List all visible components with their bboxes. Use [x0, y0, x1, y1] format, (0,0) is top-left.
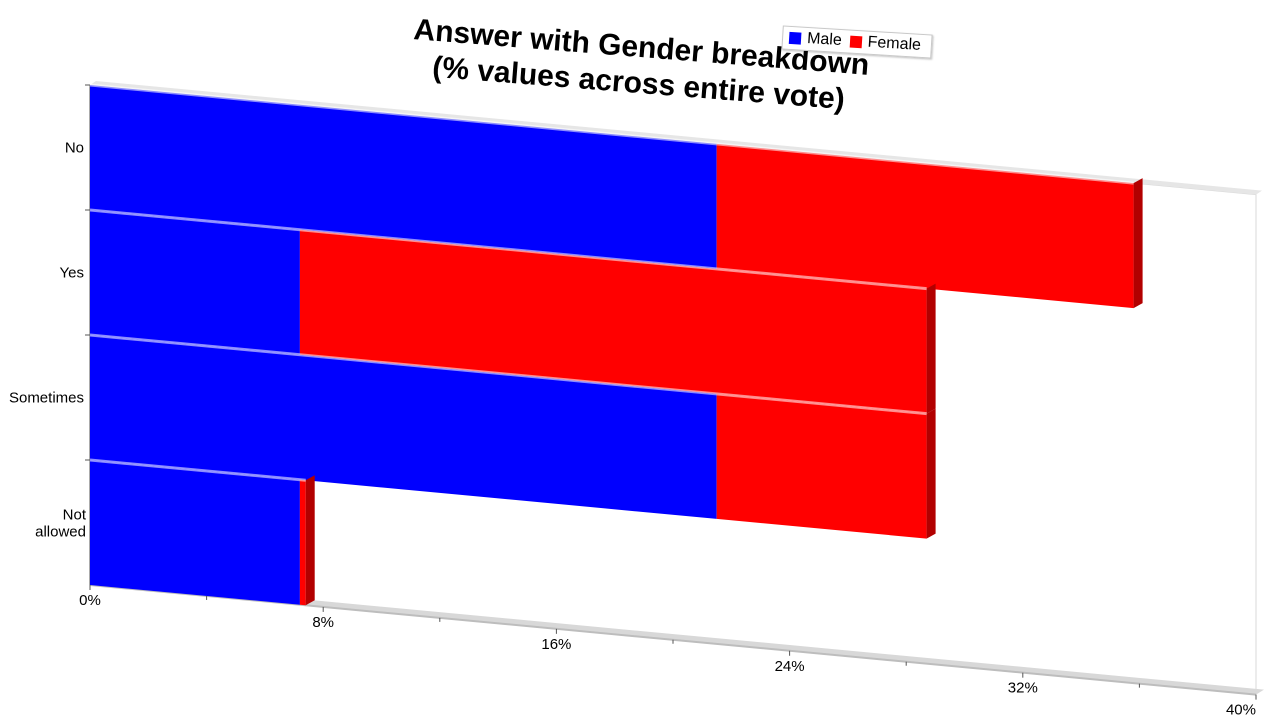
axis-floor: [90, 580, 1264, 695]
y-tick-label-not-allowed: Not allowed: [35, 507, 87, 541]
bar-male-no: [90, 85, 717, 269]
bar-female-no: [716, 143, 1134, 309]
bar-male-sometimes: [90, 335, 717, 519]
legend-label-male: Male: [806, 29, 843, 50]
x-tick-label: 16%: [541, 636, 571, 653]
legend-swatch-female: [849, 35, 863, 49]
legend-label-female: Female: [867, 33, 922, 54]
bar-male-not-allowed: [90, 460, 300, 605]
y-tick-label-no: No: [65, 140, 84, 157]
bar-male-yes: [90, 210, 300, 355]
y-tick-label-sometimes: Sometimes: [9, 390, 84, 407]
bar-end-cap-sometimes: [926, 408, 936, 539]
x-tick-label: 24%: [775, 658, 805, 675]
legend-swatch-male: [788, 31, 802, 45]
bar-highlight-no: [89, 83, 1134, 185]
bar-highlight-not-allowed: [89, 458, 306, 482]
bar-end-cap-not-allowed: [305, 475, 315, 606]
legend-item-female: Female: [849, 33, 921, 55]
bar-female-not-allowed: [299, 479, 306, 606]
legend-item-male: Male: [788, 29, 843, 50]
x-tick-label: 32%: [1008, 680, 1038, 697]
bar-end-cap-yes: [926, 283, 936, 414]
bar-highlight-sometimes: [89, 333, 927, 416]
x-tick-label: 8%: [312, 614, 334, 631]
bar-female-yes: [299, 229, 927, 414]
bar-female-sometimes: [716, 393, 927, 539]
x-tick-label: 40%: [1226, 702, 1256, 719]
x-tick-label: 0%: [79, 592, 101, 609]
bar-highlight-yes: [89, 208, 927, 291]
y-tick-label-yes: Yes: [60, 265, 84, 282]
bar-end-cap-no: [1133, 178, 1143, 309]
